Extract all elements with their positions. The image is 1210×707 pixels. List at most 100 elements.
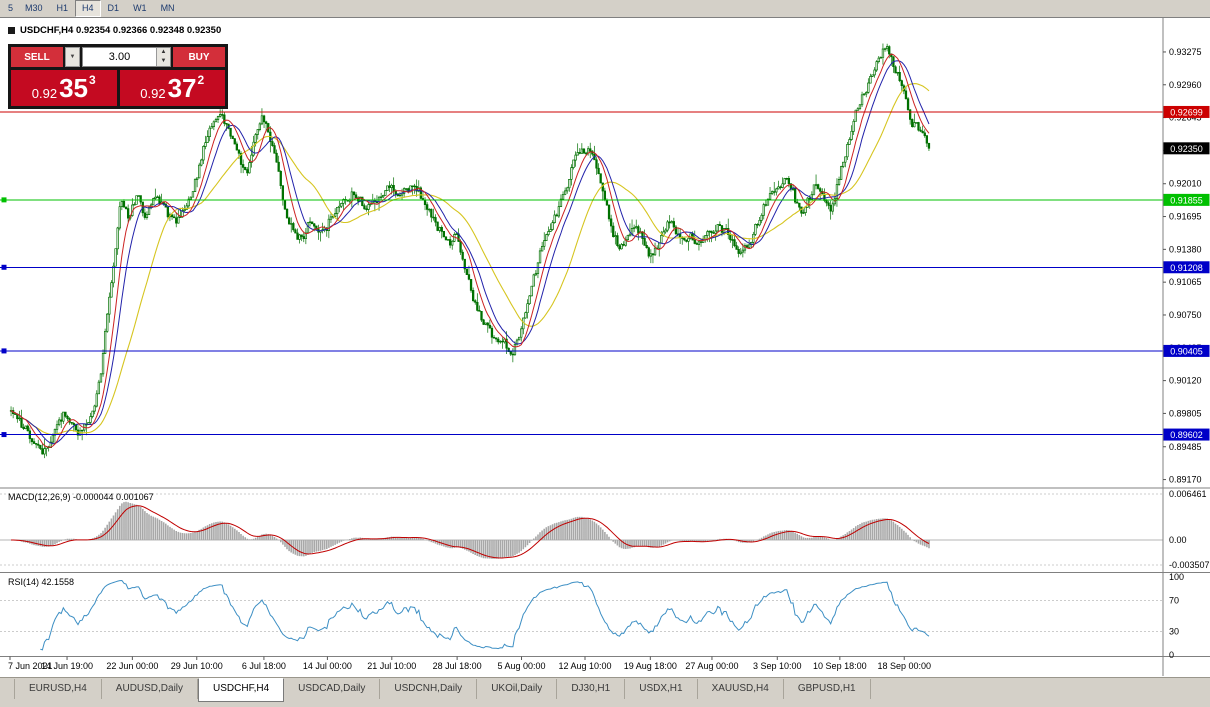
svg-text:7 Jun 2021: 7 Jun 2021 <box>8 661 53 671</box>
moving-averages-layer <box>10 53 930 448</box>
timeframe-toolbar: 5 M30 H1 H4 D1 W1 MN <box>0 0 1210 18</box>
svg-text:0.90750: 0.90750 <box>1169 310 1202 320</box>
tab-usdchf-h4[interactable]: USDCHF,H4 <box>198 678 285 702</box>
volume-dropdown-button[interactable]: ▼ <box>65 47 80 67</box>
chevron-down-icon: ▼ <box>69 54 76 60</box>
macd-pane <box>11 501 930 559</box>
svg-text:0.91695: 0.91695 <box>1169 212 1202 222</box>
hline-handle-0.91208[interactable] <box>1 264 7 270</box>
svg-text:0.92699: 0.92699 <box>1170 107 1203 117</box>
svg-text:5 Aug 00:00: 5 Aug 00:00 <box>497 661 545 671</box>
svg-text:19 Aug 18:00: 19 Aug 18:00 <box>624 661 677 671</box>
svg-text:0.006461: 0.006461 <box>1169 489 1207 499</box>
svg-text:6 Jul 18:00: 6 Jul 18:00 <box>242 661 286 671</box>
timeframe-button-h1[interactable]: H1 <box>56 3 69 13</box>
one-click-trading-panel: SELL ▼ ▲ ▼ BUY 0.92 35 3 0.92 37 <box>8 44 228 109</box>
tab-gbpusd-h1[interactable]: GBPUSD,H1 <box>784 679 871 699</box>
sell-button[interactable]: SELL <box>11 47 63 67</box>
price-badge-0.91855 <box>1163 193 1210 206</box>
pane-separators[interactable] <box>0 18 1210 676</box>
hline-handle-0.89602[interactable] <box>1 432 7 438</box>
svg-text:0.90120: 0.90120 <box>1169 376 1202 386</box>
horizontal-lines-layer[interactable] <box>0 111 1163 438</box>
svg-text:0.00: 0.00 <box>1169 535 1187 545</box>
price-badge-0.89602 <box>1163 428 1210 441</box>
svg-text:0.89485: 0.89485 <box>1169 442 1202 452</box>
chart-area[interactable]: 0.932750.929600.926450.923300.920100.916… <box>0 18 1210 677</box>
chart-tab-bar: EURUSD,H4 AUDUSD,Daily USDCHF,H4 USDCAD,Dai… <box>0 677 1210 707</box>
svg-text:0.89602: 0.89602 <box>1170 430 1203 440</box>
macd-indicator-label: MACD(12,26,9) -0.000044 0.001067 <box>8 492 154 502</box>
svg-text:21 Jul 10:00: 21 Jul 10:00 <box>367 661 416 671</box>
symbol-ohlc-text: USDCHF,H4 0.92354 0.92366 0.92348 0.9235… <box>20 25 222 36</box>
tab-usdx-h1[interactable]: USDX,H1 <box>625 679 698 699</box>
svg-text:12 Aug 10:00: 12 Aug 10:00 <box>558 661 611 671</box>
price-badge-0.91208 <box>1163 261 1210 274</box>
svg-text:0.91208: 0.91208 <box>1170 263 1203 273</box>
buy-price-pip: 2 <box>197 73 205 87</box>
svg-text:-0.003507: -0.003507 <box>1169 560 1210 570</box>
svg-text:0.89170: 0.89170 <box>1169 475 1202 485</box>
svg-text:27 Aug 00:00: 27 Aug 00:00 <box>685 661 738 671</box>
timeframe-button-d1[interactable]: D1 <box>107 3 120 13</box>
svg-text:18 Sep 00:00: 18 Sep 00:00 <box>877 661 931 671</box>
volume-decrease-button[interactable]: ▼ <box>160 58 167 64</box>
svg-text:0.92350: 0.92350 <box>1170 144 1203 154</box>
tab-usdcad-daily[interactable]: USDCAD,Daily <box>284 679 381 699</box>
buy-price-main: 37 <box>167 73 197 103</box>
price-badge-0.90405 <box>1163 344 1210 357</box>
svg-text:0.93275: 0.93275 <box>1169 47 1202 57</box>
rsi-pane <box>40 579 930 651</box>
tab-eurusd-h4[interactable]: EURUSD,H4 <box>14 679 102 699</box>
svg-text:0.91380: 0.91380 <box>1169 244 1202 254</box>
svg-text:100: 100 <box>1169 572 1184 582</box>
svg-text:0.89805: 0.89805 <box>1169 408 1202 418</box>
svg-text:0: 0 <box>1169 650 1174 660</box>
svg-text:30: 30 <box>1169 627 1179 637</box>
svg-text:14 Jun 19:00: 14 Jun 19:00 <box>41 661 93 671</box>
buy-price-display[interactable]: 0.92 37 2 <box>119 70 225 106</box>
svg-text:0.91065: 0.91065 <box>1169 277 1202 287</box>
candles-layer <box>9 43 931 459</box>
sell-price-prefix: 0.92 <box>31 86 58 101</box>
svg-text:0.92010: 0.92010 <box>1169 179 1202 189</box>
svg-text:10 Sep 18:00: 10 Sep 18:00 <box>813 661 867 671</box>
volume-spinner: ▲ ▼ <box>156 48 170 66</box>
buy-button[interactable]: BUY <box>173 47 225 67</box>
sell-price-display[interactable]: 0.92 35 3 <box>11 70 117 106</box>
chart-window-icon <box>8 27 15 34</box>
timeframe-button-mn[interactable]: MN <box>160 3 175 13</box>
indicator-level-lines <box>0 493 1163 633</box>
hline-handle-0.90405[interactable] <box>1 348 7 354</box>
sell-price-pip: 3 <box>89 73 96 87</box>
hline-handle-0.91855[interactable] <box>1 197 7 203</box>
tab-audusd-daily[interactable]: AUDUSD,Daily <box>102 679 199 699</box>
timeframe-button-w1[interactable]: W1 <box>133 3 147 13</box>
timeframe-button-h4[interactable]: H4 <box>75 0 101 17</box>
tab-xauusd-h4[interactable]: XAUUSD,H4 <box>698 679 784 699</box>
tab-usdcnh-daily[interactable]: USDCNH,Daily <box>380 679 478 699</box>
tab-dj30-h1[interactable]: DJ30,H1 <box>557 679 626 699</box>
rsi-indicator-label: RSI(14) 42.1558 <box>8 577 75 587</box>
price-badge-0.92350 <box>1163 142 1210 155</box>
svg-text:28 Jul 18:00: 28 Jul 18:00 <box>433 661 482 671</box>
svg-text:70: 70 <box>1169 595 1179 605</box>
timeframe-button-5[interactable]: 5 <box>7 3 13 13</box>
svg-text:0.91855: 0.91855 <box>1170 195 1203 205</box>
svg-text:0.90405: 0.90405 <box>1170 346 1203 356</box>
symbol-ohlc-header: USDCHF,H4 0.92354 0.92366 0.92348 0.9235… <box>8 25 221 36</box>
volume-input[interactable] <box>83 48 156 66</box>
volume-field: ▲ ▼ <box>82 47 171 67</box>
price-badge-0.92699 <box>1163 105 1210 118</box>
buy-price-prefix: 0.92 <box>140 86 166 101</box>
svg-text:22 Jun 00:00: 22 Jun 00:00 <box>106 661 158 671</box>
price-badges: 0.92699 0.91855 0.91208 0.90405 0.89602 0.923… <box>1163 105 1210 441</box>
timeframe-button-m30[interactable]: M30 <box>25 3 43 13</box>
volume-increase-button[interactable]: ▲ <box>160 49 167 55</box>
chart-canvas[interactable]: 0.932750.929600.926450.923300.920100.916… <box>0 18 1210 677</box>
tab-ukoil-daily[interactable]: UKOil,Daily <box>477 679 558 699</box>
svg-text:14 Jul 00:00: 14 Jul 00:00 <box>303 661 352 671</box>
svg-text:3 Sep 10:00: 3 Sep 10:00 <box>753 661 802 671</box>
svg-text:29 Jun 10:00: 29 Jun 10:00 <box>171 661 223 671</box>
